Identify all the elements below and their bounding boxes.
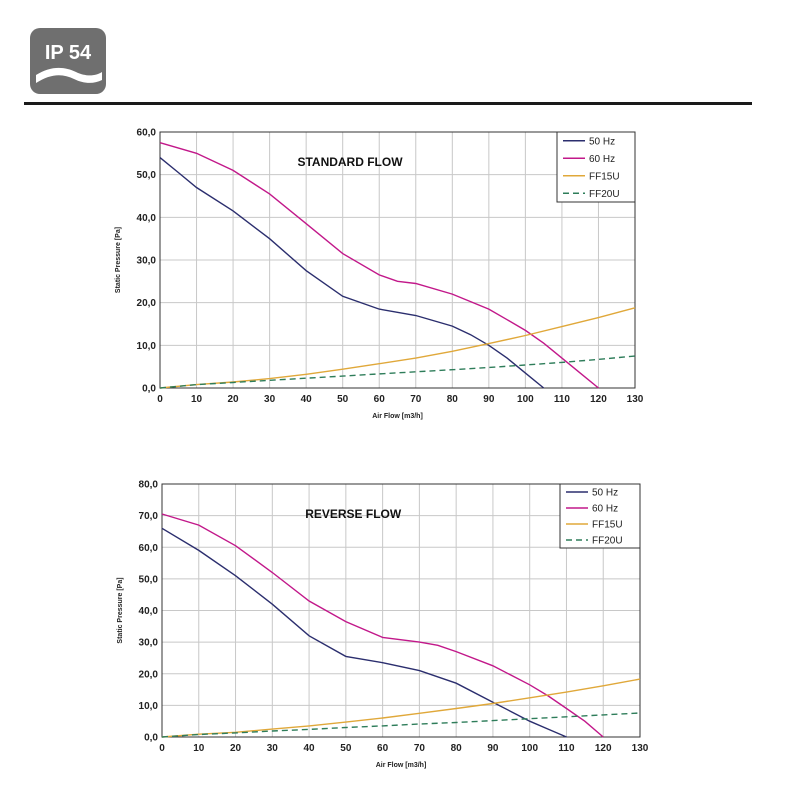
chart2-x-tick-label: 70 (414, 743, 426, 754)
chart2-x-tick-label: 40 (304, 743, 316, 754)
chart1-x-tick-label: 80 (447, 394, 459, 405)
chart2-y-axis-title: Static Pressure [Pa] (117, 577, 124, 643)
chart2-x-tick-label: 120 (595, 743, 612, 754)
chart2-plot-frame (161, 483, 641, 738)
chart2-y-tick-label: 20,0 (139, 669, 159, 680)
chart1-x-tick-label: 20 (228, 394, 240, 405)
chart1-x-tick-label: 70 (410, 394, 422, 405)
chart1-legend-label: 60 Hz (589, 154, 615, 165)
chart1-x-tick-label: 130 (627, 394, 644, 405)
chart2-x-tick-label: 30 (267, 743, 279, 754)
chart1-x-tick-label: 40 (301, 394, 313, 405)
chart1-plot-frame (159, 131, 636, 389)
chart2-legend-label: 60 Hz (592, 504, 618, 515)
chart2-y-tick-label: 60,0 (139, 543, 159, 554)
chart1-x-tick-label: 110 (554, 394, 571, 405)
chart2-y-tick-label: 0,0 (144, 733, 158, 744)
badge-text: IP 54 (45, 42, 92, 64)
chart1-x-tick-label: 50 (337, 394, 349, 405)
chart2-series-ff15u (161, 678, 641, 738)
chart2-x-tick-label: 50 (340, 743, 352, 754)
chart2-series-50-hz (161, 527, 567, 738)
chart1-x-tick-label: 120 (590, 394, 607, 405)
chart2-legend (559, 483, 641, 549)
chart1-x-tick-label: 10 (191, 394, 203, 405)
chart2-x-tick-label: 0 (159, 743, 165, 754)
chart2-legend-label: FF15U (592, 520, 623, 531)
chart1-series-50-hz (159, 157, 545, 389)
chart1-series-60-hz (159, 142, 599, 389)
chart1-x-tick-label: 0 (157, 394, 163, 405)
chart1-legend-label: 50 Hz (589, 136, 615, 147)
chart2-x-tick-label: 60 (377, 743, 389, 754)
chart2-series-ff20u (161, 712, 641, 738)
chart1-y-tick-label: 30,0 (137, 256, 157, 267)
chart2-y-tick-label: 40,0 (139, 606, 159, 617)
chart1-x-tick-label: 60 (374, 394, 386, 405)
chart2-x-tick-label: 10 (193, 743, 205, 754)
ip54-badge: IP 54 (30, 28, 106, 94)
chart2-x-tick-label: 20 (230, 743, 242, 754)
chart2-legend-label: FF20U (592, 536, 623, 547)
chart2-y-tick-label: 50,0 (139, 574, 159, 585)
chart1-x-tick-label: 90 (483, 394, 495, 405)
chart1-y-tick-label: 60,0 (137, 128, 157, 139)
header-divider (24, 102, 752, 105)
chart2-x-tick-label: 100 (521, 743, 538, 754)
chart2-x-axis-title: Air Flow [m3/h] (376, 762, 427, 769)
chart1-y-tick-label: 0,0 (142, 384, 156, 395)
chart2-title: REVERSE FLOW (305, 507, 402, 521)
chart2-y-tick-label: 10,0 (139, 701, 159, 712)
chart2-x-tick-label: 80 (451, 743, 463, 754)
chart1-x-axis-title: Air Flow [m3/h] (372, 413, 423, 420)
chart1-x-tick-label: 100 (517, 394, 534, 405)
chart2-y-tick-label: 80,0 (139, 480, 159, 491)
chart1-legend (556, 131, 636, 203)
standard-flow-chart: 0 10 20 30 40 50 60 70 80 90 100 110 120 130 0,0 10,0 20… (115, 128, 644, 421)
chart1-y-tick-label: 20,0 (137, 298, 157, 309)
chart1-y-tick-label: 40,0 (137, 213, 157, 224)
chart2-legend-label: 50 Hz (592, 488, 618, 499)
reverse-flow-chart: 0 10 20 30 40 50 60 70 80 90 100 110 120 130 0,0 10,0 20… (117, 480, 649, 770)
chart2-y-tick-label: 70,0 (139, 511, 159, 522)
water-wave-icon (36, 67, 102, 83)
chart1-y-tick-label: 50,0 (137, 170, 157, 181)
chart2-series-60-hz (161, 513, 604, 738)
chart1-x-tick-label: 30 (264, 394, 276, 405)
chart2-x-tick-label: 130 (632, 743, 649, 754)
chart1-y-axis-title: Static Pressure [Pa] (115, 227, 122, 293)
chart1-title: STANDARD FLOW (297, 155, 403, 169)
chart2-x-tick-label: 110 (558, 743, 575, 754)
chart1-legend-label: FF20U (589, 189, 620, 200)
chart2-x-tick-label: 90 (487, 743, 499, 754)
chart2-y-tick-label: 30,0 (139, 638, 159, 649)
chart1-legend-label: FF15U (589, 171, 620, 182)
chart1-series-ff15u (159, 307, 636, 389)
chart1-y-tick-label: 10,0 (137, 341, 157, 352)
